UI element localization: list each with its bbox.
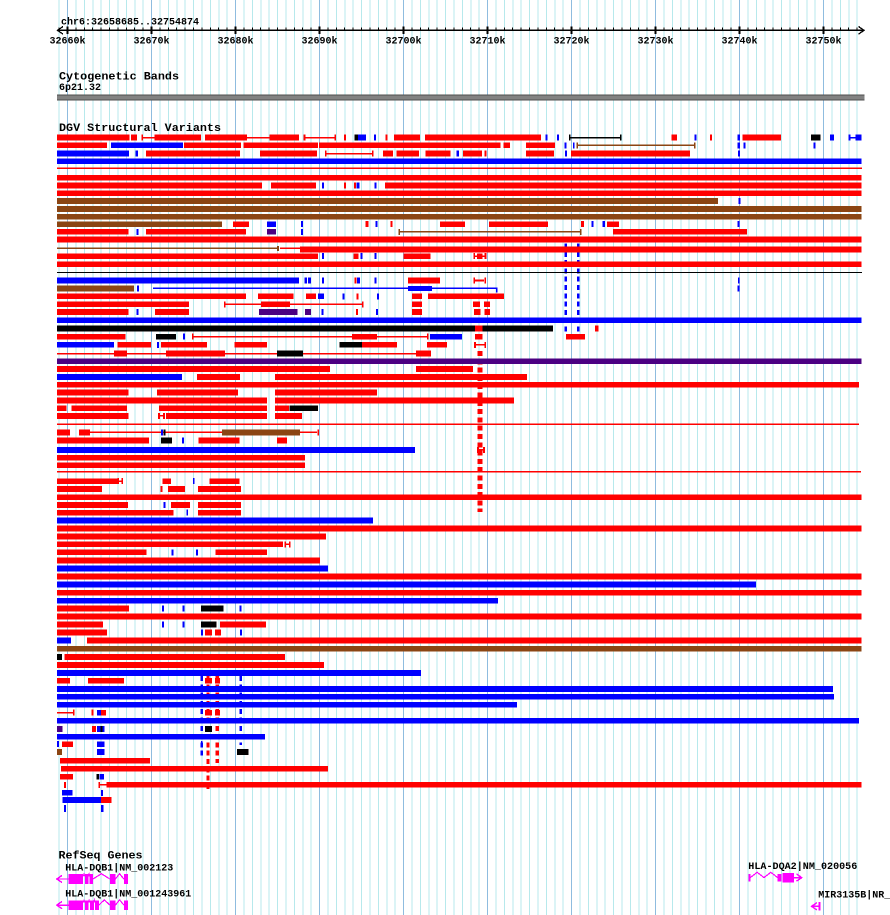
svg-text:RefSeq Genes: RefSeq Genes — [59, 851, 143, 863]
svg-text:32710k: 32710k — [470, 36, 506, 48]
svg-text:32700k: 32700k — [386, 36, 422, 48]
svg-text:32690k: 32690k — [302, 36, 338, 48]
svg-text:6p21.32: 6p21.32 — [59, 83, 101, 94]
svg-text:chr6:32658685..32754874: chr6:32658685..32754874 — [61, 17, 199, 29]
svg-text:HLA-DQA2|NM_020056: HLA-DQA2|NM_020056 — [748, 861, 857, 873]
svg-text:32720k: 32720k — [554, 36, 590, 48]
svg-text:32730k: 32730k — [638, 36, 674, 48]
svg-text:Cytogenetic Bands: Cytogenetic Bands — [59, 72, 179, 84]
svg-text:32680k: 32680k — [218, 36, 254, 48]
svg-text:DGV Structural Variants: DGV Structural Variants — [59, 123, 221, 135]
svg-text:HLA-DQB1|NM_002123: HLA-DQB1|NM_002123 — [65, 863, 173, 875]
svg-text:32740k: 32740k — [722, 36, 758, 48]
svg-text:HLA-DQB1|NM_001243961: HLA-DQB1|NM_001243961 — [65, 889, 191, 901]
svg-text:32660k: 32660k — [50, 36, 86, 48]
svg-text:32750k: 32750k — [806, 36, 842, 48]
svg-text:32670k: 32670k — [134, 36, 170, 48]
svg-text:MIR3135B|NR_: MIR3135B|NR_ — [818, 890, 890, 902]
